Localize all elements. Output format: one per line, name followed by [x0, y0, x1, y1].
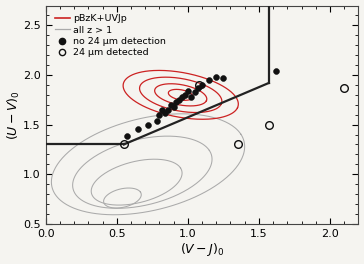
Legend: pBzK+UVJp, all z > 1, no 24 μm detection, 24 μm detected: pBzK+UVJp, all z > 1, no 24 μm detection… [54, 12, 168, 59]
Y-axis label: $(U-V)_0$: $(U-V)_0$ [5, 90, 21, 140]
X-axis label: $(V-J)_0$: $(V-J)_0$ [180, 242, 224, 258]
